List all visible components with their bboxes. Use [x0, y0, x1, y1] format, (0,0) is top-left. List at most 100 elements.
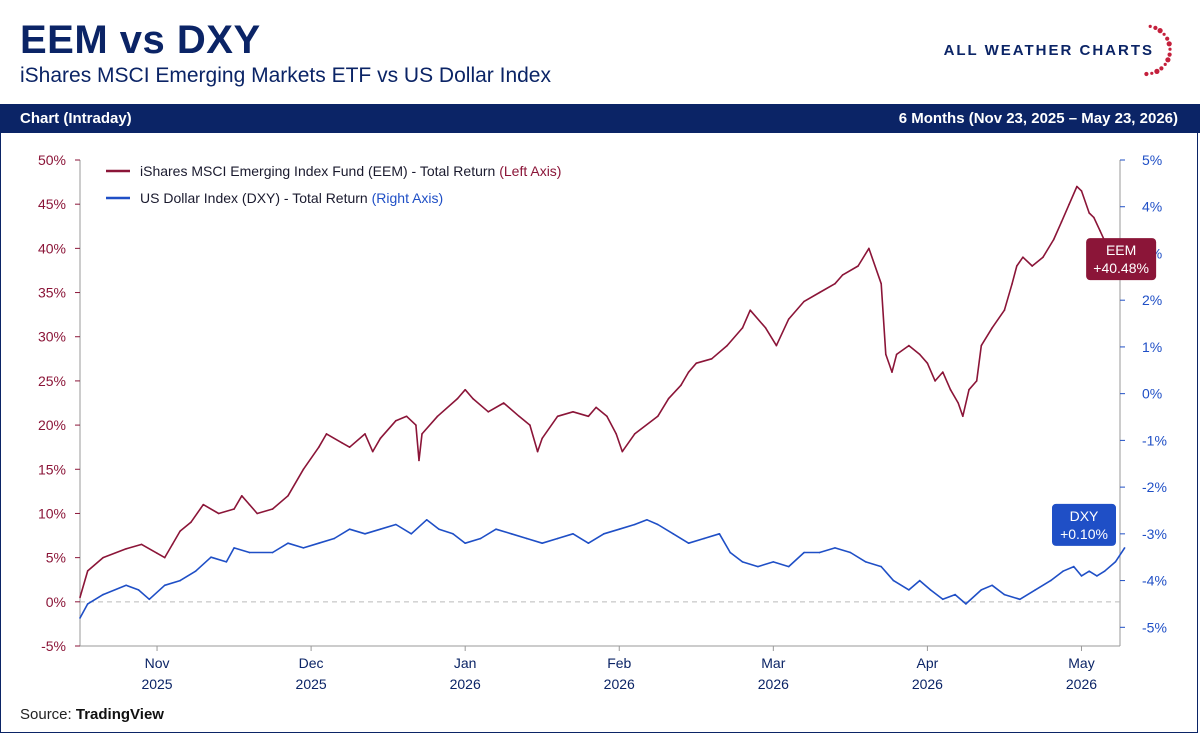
data-point-eem	[472, 397, 474, 400]
data-point-dxy	[438, 528, 440, 530]
data-point-dxy	[452, 533, 454, 535]
data-point-eem	[942, 371, 944, 373]
logo-dot	[1166, 41, 1172, 47]
data-point-dxy	[318, 542, 320, 544]
data-point-dxy	[818, 551, 821, 554]
logo-dot	[1153, 25, 1158, 30]
data-point-dxy	[572, 533, 574, 535]
x-tick-year-label: 2026	[1066, 676, 1097, 692]
data-point-eem	[968, 388, 970, 391]
data-point-eem	[418, 459, 420, 462]
data-point-dxy	[233, 547, 235, 549]
data-point-eem	[764, 327, 767, 329]
x-tick-month-label: Apr	[917, 655, 939, 671]
left-tick-label: 15%	[38, 461, 66, 477]
data-point-dxy	[942, 598, 944, 601]
logo-dot	[1163, 62, 1167, 66]
x-tick-year-label: 2026	[912, 676, 943, 692]
data-point-dxy	[379, 528, 382, 530]
data-point-eem	[891, 371, 893, 373]
data-point-eem	[341, 441, 343, 444]
dxy-end-label-box	[1052, 503, 1116, 546]
eem-end-label-name: EEM	[1106, 242, 1136, 258]
data-point-eem	[572, 411, 574, 413]
legend-axis-note: (Right Axis)	[372, 190, 444, 206]
data-point-eem	[710, 358, 713, 360]
data-point-eem	[371, 450, 374, 453]
data-point-eem	[1052, 238, 1055, 241]
x-tick-year-label: 2025	[141, 676, 172, 692]
dxy-end-label-name: DXY	[1070, 508, 1099, 524]
data-point-eem	[287, 494, 289, 497]
data-point-dxy	[148, 598, 151, 601]
data-point-eem	[934, 380, 936, 382]
data-point-eem	[79, 596, 81, 599]
data-point-eem	[857, 265, 859, 267]
data-point-eem	[1088, 212, 1090, 214]
data-point-dxy	[248, 551, 251, 554]
data-point-eem	[487, 411, 490, 413]
data-point-eem	[1003, 309, 1006, 312]
logo-dot	[1165, 36, 1170, 41]
data-point-dxy	[1003, 593, 1006, 596]
x-tick-month-label: Dec	[299, 655, 324, 671]
data-point-eem	[1031, 265, 1033, 267]
data-point-eem	[456, 397, 459, 400]
series-line-dxy	[79, 519, 1126, 619]
left-tick-label: 40%	[38, 240, 66, 256]
data-point-dxy	[729, 551, 731, 554]
page-subtitle: iShares MSCI Emerging Markets ETF vs US …	[20, 64, 551, 87]
data-point-eem	[606, 415, 608, 418]
chart-frame	[0, 133, 1198, 733]
data-point-eem	[1080, 190, 1083, 192]
data-point-eem	[1093, 216, 1095, 219]
data-point-eem	[436, 415, 439, 418]
data-point-dxy	[1080, 575, 1083, 577]
series-line-eem	[79, 185, 1107, 598]
legend-entry: US Dollar Index (DXY) - Total Return (Ri…	[140, 190, 443, 206]
logo-dot	[1162, 32, 1166, 36]
data-point-eem	[379, 437, 382, 440]
data-point-eem	[541, 437, 544, 440]
logo-dot	[1168, 47, 1172, 51]
data-point-dxy	[1019, 598, 1021, 601]
data-point-eem	[248, 503, 251, 506]
data-point-eem	[348, 446, 351, 448]
data-point-eem	[962, 415, 964, 418]
data-point-eem	[171, 543, 174, 546]
data-point-eem	[726, 344, 728, 347]
data-point-dxy	[757, 565, 759, 568]
data-point-dxy	[864, 561, 867, 563]
data-point-dxy	[425, 519, 428, 521]
data-point-dxy	[479, 537, 482, 540]
data-point-dxy	[86, 603, 89, 605]
data-point-eem	[1060, 221, 1063, 223]
data-point-eem	[464, 388, 466, 391]
left-tick-label: 10%	[38, 505, 66, 521]
logo-dot	[1144, 71, 1149, 77]
data-point-dxy	[687, 542, 690, 544]
data-point-eem	[680, 384, 682, 387]
data-point-eem	[395, 419, 397, 422]
right-tick-label: 1%	[1142, 339, 1162, 355]
legend-entry: iShares MSCI Emerging Index Fund (EEM) -…	[140, 163, 561, 179]
chart-legend: iShares MSCI Emerging Index Fund (EEM) -…	[106, 163, 561, 206]
data-point-eem	[687, 371, 690, 373]
data-point-eem	[621, 450, 624, 453]
data-point-dxy	[618, 528, 621, 530]
data-point-dxy	[1034, 589, 1037, 591]
data-point-eem	[926, 362, 929, 365]
data-point-dxy	[965, 603, 967, 605]
x-tick-month-label: Feb	[607, 655, 631, 671]
data-point-dxy	[980, 589, 983, 591]
data-point-eem	[163, 556, 166, 559]
data-point-dxy	[395, 523, 397, 526]
chart: 50%45%40%35%30%25%20%15%10%5%0%-5%5%4%3%…	[38, 152, 1167, 692]
data-point-dxy	[1114, 561, 1117, 563]
data-point-dxy	[672, 533, 674, 535]
right-tick-label: -5%	[1142, 619, 1167, 635]
data-point-eem	[587, 415, 590, 418]
brand-name: ALL WEATHER CHARTS	[943, 42, 1154, 59]
data-point-dxy	[849, 551, 852, 554]
data-point-eem	[518, 415, 520, 418]
